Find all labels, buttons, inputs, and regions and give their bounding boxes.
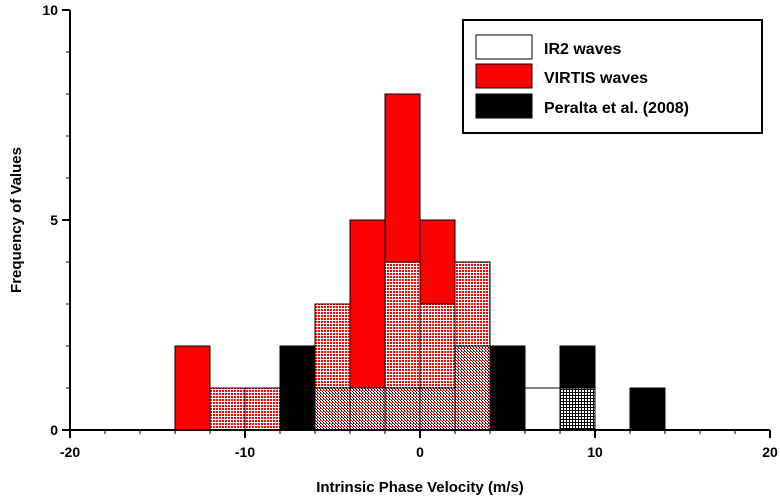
legend-swatch-peralta xyxy=(475,93,533,119)
histogram-bar xyxy=(174,345,211,431)
x-tick-label: 20 xyxy=(762,444,778,460)
legend-swatch-ir2 xyxy=(475,34,533,60)
legend-label-virtis: VIRTIS waves xyxy=(544,70,648,87)
histogram-bar xyxy=(559,345,596,389)
histogram-bar xyxy=(349,387,386,431)
histogram-bars xyxy=(174,93,666,431)
x-tick-label: 10 xyxy=(587,444,603,460)
histogram-bar xyxy=(454,345,491,431)
histogram-bar xyxy=(454,261,491,347)
y-tick-label: 5 xyxy=(50,212,58,228)
histogram-bar xyxy=(209,387,246,431)
x-tick-label: -10 xyxy=(235,444,255,460)
histogram-bar xyxy=(419,219,456,305)
histogram-bar xyxy=(419,387,456,431)
histogram-bar xyxy=(279,345,316,431)
legend-label-peralta: Peralta et al. (2008) xyxy=(544,100,689,117)
histogram-bar xyxy=(629,387,666,431)
histogram-bar xyxy=(349,219,386,389)
histogram-bar xyxy=(489,345,526,431)
histogram-bar xyxy=(384,93,421,263)
y-axis-title: Frequency of Values xyxy=(8,147,25,293)
legend-label-ir2: IR2 waves xyxy=(544,41,621,58)
histogram-bar xyxy=(419,303,456,389)
x-tick-label: 0 xyxy=(416,444,424,460)
histogram-bar xyxy=(559,387,596,431)
legend: IR2 waves VIRTIS waves Peralta et al. (2… xyxy=(462,19,763,134)
legend-swatch-virtis xyxy=(475,63,533,89)
histogram-bar xyxy=(244,387,281,431)
histogram-bar xyxy=(384,387,421,431)
histogram-bar xyxy=(314,303,351,389)
x-tick-label: -20 xyxy=(60,444,80,460)
y-tick-label: 0 xyxy=(50,422,58,438)
histogram-bar xyxy=(314,387,351,431)
y-tick-label: 10 xyxy=(42,2,58,18)
x-axis-title: Intrinsic Phase Velocity (m/s) xyxy=(316,479,524,496)
axis-ticks: -20 -10 0 10 20 0 5 10 xyxy=(42,2,778,460)
histogram-bar xyxy=(384,261,421,389)
histogram-bar xyxy=(524,387,561,431)
